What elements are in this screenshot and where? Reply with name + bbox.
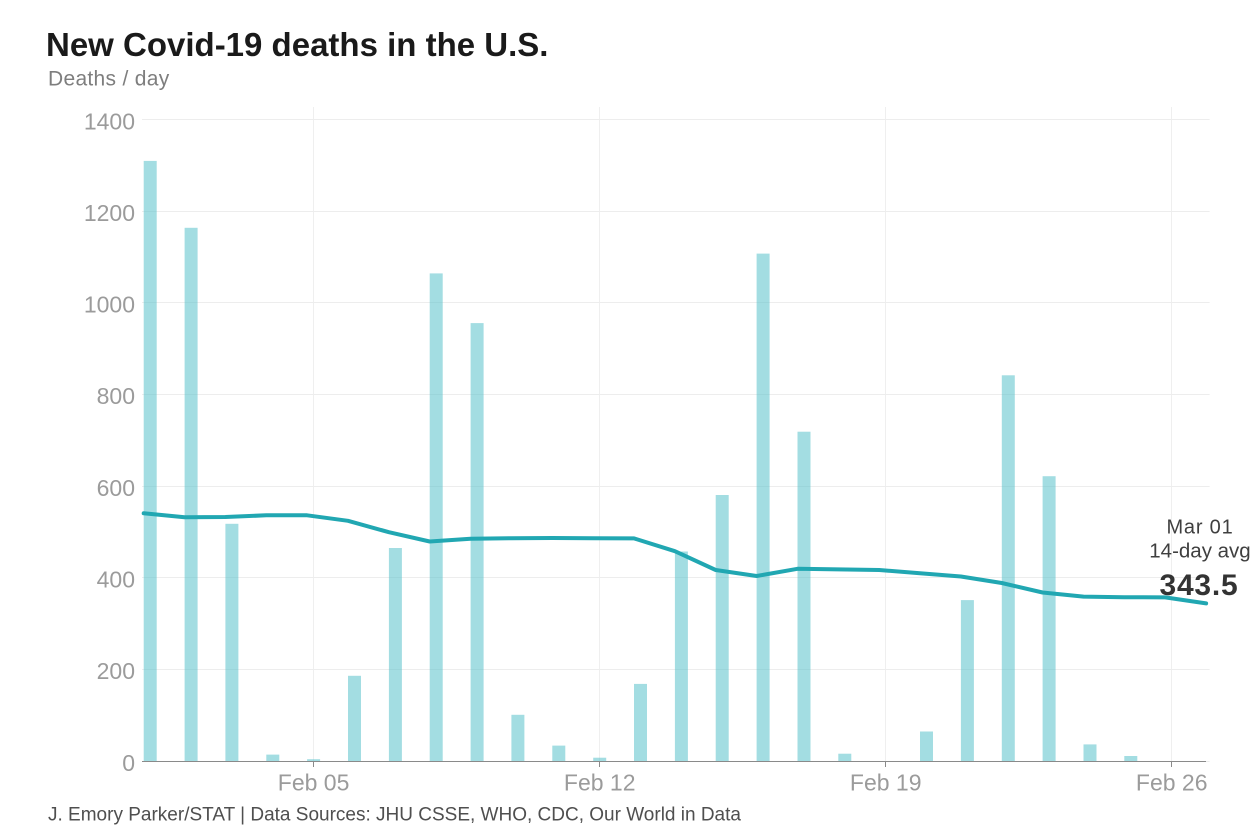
svg-text:1400: 1400 xyxy=(84,108,135,134)
svg-text:1200: 1200 xyxy=(84,200,135,226)
svg-text:J. Emory Parker/STAT | Data So: J. Emory Parker/STAT | Data Sources: JHU… xyxy=(48,805,741,826)
svg-text:400: 400 xyxy=(97,567,135,593)
svg-text:Deaths / day: Deaths / day xyxy=(48,68,170,91)
svg-text:Feb 05: Feb 05 xyxy=(278,770,350,796)
svg-text:800: 800 xyxy=(97,383,135,409)
svg-text:0: 0 xyxy=(122,750,135,776)
svg-text:1000: 1000 xyxy=(84,292,135,318)
svg-text:Feb 26: Feb 26 xyxy=(1136,770,1208,796)
svg-text:600: 600 xyxy=(97,475,135,501)
svg-text:Mar 01: Mar 01 xyxy=(1166,517,1233,539)
svg-text:New Covid-19 deaths in the U.S: New Covid-19 deaths in the U.S. xyxy=(46,26,548,63)
svg-text:200: 200 xyxy=(97,658,135,684)
svg-text:Feb 12: Feb 12 xyxy=(564,770,636,796)
svg-text:Feb 19: Feb 19 xyxy=(850,770,922,796)
svg-text:14-day avg: 14-day avg xyxy=(1149,540,1250,563)
svg-text:343.5: 343.5 xyxy=(1159,569,1238,602)
